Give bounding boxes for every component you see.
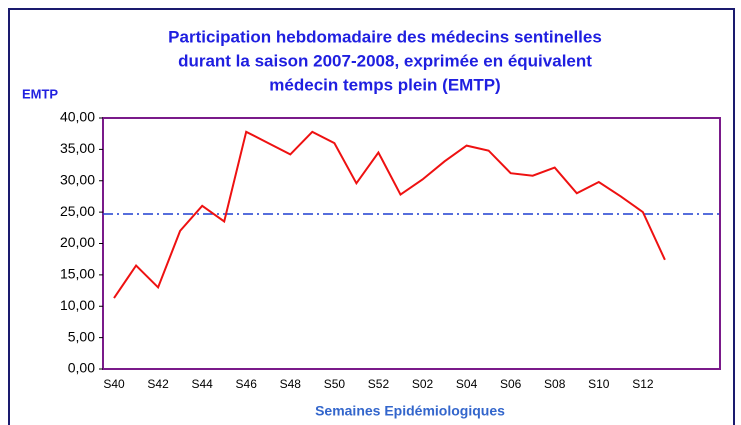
y-tick-label: 20,00 [60,234,95,250]
x-tick-label: S12 [632,377,654,391]
y-tick-label: 35,00 [60,140,95,156]
x-tick-label: S42 [147,377,169,391]
x-tick-label: S46 [236,377,258,391]
y-tick-label: 5,00 [68,328,95,344]
y-tick-label: 15,00 [60,266,95,282]
y-tick-label: 25,00 [60,203,95,219]
x-axis-title: Semaines Epidémiologiques [315,403,505,419]
x-tick-label: S50 [324,377,346,391]
plot-area [102,117,721,370]
chart-title: Participation hebdomadaire des médecins … [168,27,602,46]
y-axis-title: EMTP [22,86,58,101]
chart-title: médecin temps plein (EMTP) [269,75,500,94]
chart-title: durant la saison 2007-2008, exprimée en … [178,51,592,70]
y-tick-label: 10,00 [60,297,95,313]
x-tick-label: S04 [456,377,478,391]
x-tick-label: S06 [500,377,522,391]
x-tick-label: S02 [412,377,434,391]
data-line [113,130,666,299]
y-tick-label: 40,00 [60,109,95,125]
x-tick-label: S48 [280,377,302,391]
x-tick-label: S52 [368,377,390,391]
x-tick-label: S10 [588,377,610,391]
x-tick-label: S08 [544,377,566,391]
y-tick-label: 0,00 [68,360,95,376]
x-tick-label: S44 [191,377,213,391]
y-tick-label: 30,00 [60,171,95,187]
x-tick-label: S40 [103,377,125,391]
